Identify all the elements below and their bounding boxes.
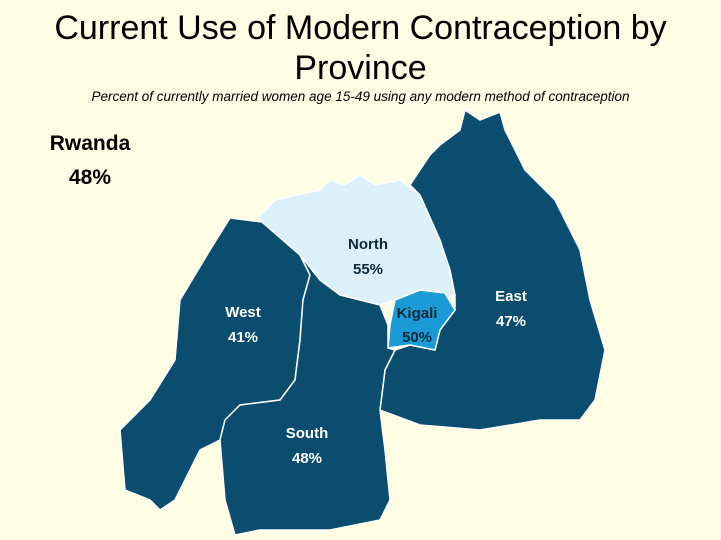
region-east xyxy=(379,109,606,431)
subtitle: Percent of currently married women age 1… xyxy=(91,89,630,104)
region-value: 50% xyxy=(402,329,432,346)
region-name: 47% xyxy=(496,313,526,330)
region-name: South xyxy=(286,425,329,442)
title: Current Use of Modern Contraception by P… xyxy=(54,9,667,87)
region-value: 41% xyxy=(228,329,258,346)
region-name: East xyxy=(495,288,527,305)
national-value: 48% xyxy=(68,166,112,189)
region-value: 55% xyxy=(353,261,383,278)
region-south xyxy=(219,254,396,536)
region-kigali xyxy=(387,289,456,351)
region-name: West xyxy=(225,304,261,321)
region-value: 48% xyxy=(292,450,322,467)
region-name: Kigali xyxy=(397,305,438,322)
national-name: Rwanda xyxy=(49,132,131,155)
region-name: North xyxy=(348,236,388,253)
